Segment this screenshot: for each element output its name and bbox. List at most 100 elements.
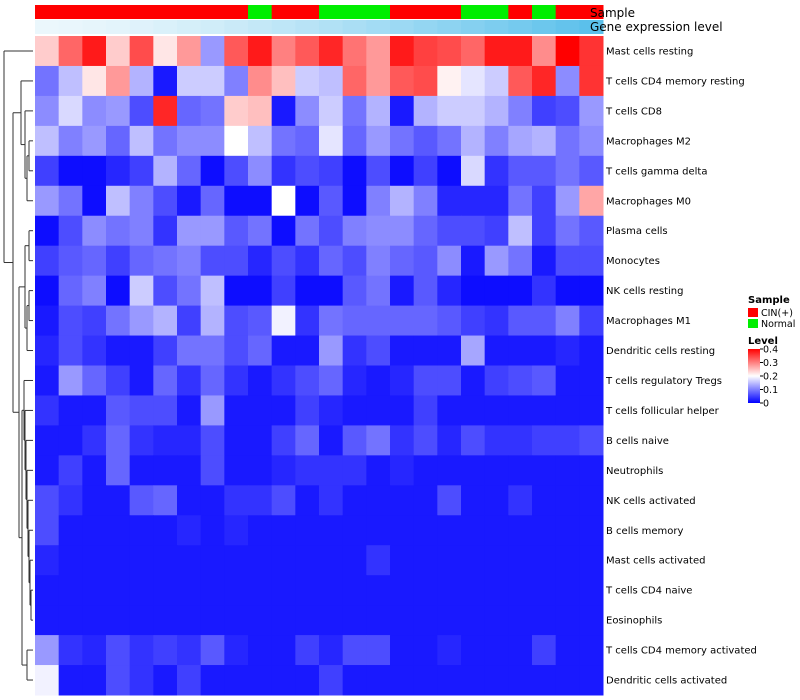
heatmap-cell [248, 305, 273, 337]
heatmap-cell [224, 245, 249, 277]
heatmap-cell [224, 425, 249, 456]
heatmap-cell [532, 185, 557, 217]
heatmap-cell [390, 65, 415, 97]
heatmap-cell [153, 185, 178, 217]
heatmap-cell [579, 36, 604, 67]
heatmap-cell [413, 395, 438, 426]
sample-annotation-cell [366, 5, 391, 19]
heatmap-cell [484, 36, 509, 67]
heatmap-cell [248, 425, 273, 456]
heatmap-cell [342, 36, 367, 67]
heatmap-cell [35, 455, 60, 486]
heatmap-cell [248, 185, 273, 217]
heatmap-cell [200, 395, 225, 426]
heatmap-cell [532, 335, 557, 366]
heatmap-cell [532, 635, 557, 666]
heatmap-cell [555, 455, 580, 486]
heatmap-cell [106, 335, 131, 366]
sample-annotation-cell [579, 5, 604, 19]
heatmap-cell [224, 36, 249, 67]
heatmap-cell [295, 365, 320, 396]
heatmap-cell [461, 635, 486, 666]
heatmap-cell [579, 155, 604, 187]
heatmap-cell [342, 305, 367, 337]
heatmap-cell [248, 515, 273, 546]
heatmap-cell [366, 635, 391, 666]
row-label: Macrophages M1 [606, 316, 691, 327]
heatmap-cell [295, 185, 320, 217]
heatmap-cell [153, 275, 178, 307]
heatmap-cell [35, 155, 60, 187]
heatmap-cell [555, 335, 580, 366]
heatmap-cell [413, 365, 438, 396]
row-label: T cells CD4 naive [605, 586, 692, 597]
heatmap-cell [153, 245, 178, 277]
heatmap-cell [319, 245, 344, 277]
heatmap-cell [461, 125, 486, 157]
heatmap-cell [295, 605, 320, 636]
heatmap-cell [153, 125, 178, 157]
heatmap-cell [248, 485, 273, 516]
heatmap-cell [342, 545, 367, 576]
heatmap-cell [319, 395, 344, 426]
heatmap-cell [295, 65, 320, 97]
heatmap-cell [58, 455, 83, 486]
heatmap-cell [200, 425, 225, 456]
heatmap-cell [366, 305, 391, 337]
sample-annotation-cell [319, 5, 344, 19]
heatmap-cell [129, 245, 154, 277]
heatmap-cell [342, 335, 367, 366]
gene-annotation-cell [319, 20, 344, 34]
heatmap-cell [224, 455, 249, 486]
heatmap-cell [461, 65, 486, 97]
heatmap-cell [437, 305, 462, 337]
heatmap-cell [366, 605, 391, 636]
heatmap-cell [532, 275, 557, 307]
heatmap-cell [319, 215, 344, 247]
heatmap-cell [461, 275, 486, 307]
heatmap-cell [153, 665, 178, 696]
heatmap-cell [413, 515, 438, 546]
heatmap-cell [177, 605, 202, 636]
gene-annotation-cell [413, 20, 438, 34]
heatmap-cell [295, 215, 320, 247]
heatmap-cell [295, 245, 320, 277]
heatmap-cell [532, 545, 557, 576]
heatmap-cell [153, 395, 178, 426]
heatmap-cell [177, 515, 202, 546]
heatmap-cell [437, 395, 462, 426]
gene-annotation-cell [82, 20, 107, 34]
heatmap-cell [319, 485, 344, 516]
heatmap-cell [555, 305, 580, 337]
heatmap-cell [342, 455, 367, 486]
heatmap-cell [295, 425, 320, 456]
heatmap-cell [390, 125, 415, 157]
heatmap-cell [532, 95, 557, 127]
heatmap-cell [342, 125, 367, 157]
heatmap-cell [390, 185, 415, 217]
heatmap-cell [532, 605, 557, 636]
row-label: Dendritic cells activated [606, 676, 727, 687]
sample-annotation-cell [153, 5, 178, 19]
gene-annotation-cell [437, 20, 462, 34]
heatmap-cell [437, 36, 462, 67]
heatmap-cell [295, 455, 320, 486]
heatmap-cell [413, 485, 438, 516]
heatmap-cell [508, 425, 533, 456]
heatmap-cell [555, 245, 580, 277]
heatmap-cell [106, 275, 131, 307]
heatmap-cell [58, 305, 83, 337]
heatmap-cell [82, 395, 107, 426]
heatmap-cell [271, 36, 296, 67]
heatmap-cell [82, 65, 107, 97]
heatmap-cell [129, 485, 154, 516]
legend-item-normal: Normal [761, 319, 795, 330]
sample-annotation-cell [200, 5, 225, 19]
heatmap-cell [35, 425, 60, 456]
heatmap-cell [555, 545, 580, 576]
heatmap-cell [35, 335, 60, 366]
heatmap-cell [532, 305, 557, 337]
heatmap-cell [82, 575, 107, 606]
heatmap-cell [106, 395, 131, 426]
heatmap-cell [413, 425, 438, 456]
